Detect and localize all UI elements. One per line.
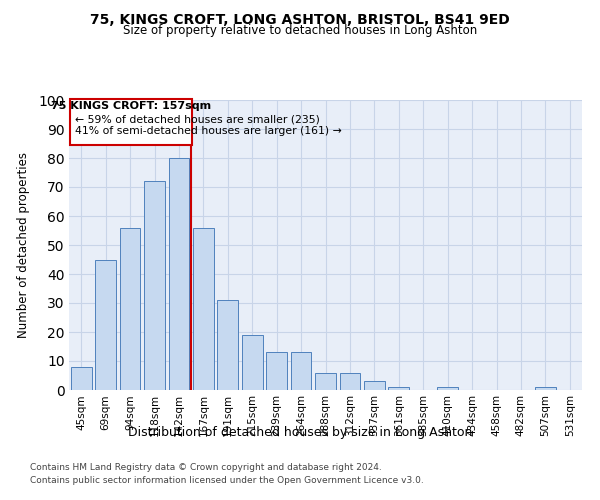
Bar: [437, 387, 458, 390]
Text: 75, KINGS CROFT, LONG ASHTON, BRISTOL, BS41 9ED: 75, KINGS CROFT, LONG ASHTON, BRISTOL, B…: [90, 12, 510, 26]
Bar: [217, 300, 238, 390]
Text: Contains HM Land Registry data © Crown copyright and database right 2024.: Contains HM Land Registry data © Crown c…: [30, 464, 382, 472]
Bar: [169, 158, 190, 390]
Text: 41% of semi-detached houses are larger (161) →: 41% of semi-detached houses are larger (…: [75, 126, 342, 136]
Bar: [388, 387, 409, 390]
Bar: [242, 335, 263, 390]
Bar: [290, 352, 311, 390]
Bar: [71, 367, 92, 390]
Bar: [364, 382, 385, 390]
Text: Size of property relative to detached houses in Long Ashton: Size of property relative to detached ho…: [123, 24, 477, 37]
Text: 75 KINGS CROFT: 157sqm: 75 KINGS CROFT: 157sqm: [51, 102, 211, 112]
Text: Distribution of detached houses by size in Long Ashton: Distribution of detached houses by size …: [128, 426, 472, 439]
Y-axis label: Number of detached properties: Number of detached properties: [17, 152, 30, 338]
Text: ← 59% of detached houses are smaller (235): ← 59% of detached houses are smaller (23…: [75, 114, 320, 124]
Bar: [95, 260, 116, 390]
FancyBboxPatch shape: [70, 98, 193, 145]
Bar: [315, 372, 336, 390]
Bar: [193, 228, 214, 390]
Bar: [266, 352, 287, 390]
Bar: [535, 387, 556, 390]
Text: Contains public sector information licensed under the Open Government Licence v3: Contains public sector information licen…: [30, 476, 424, 485]
Bar: [144, 181, 165, 390]
Bar: [340, 372, 361, 390]
Bar: [119, 228, 140, 390]
